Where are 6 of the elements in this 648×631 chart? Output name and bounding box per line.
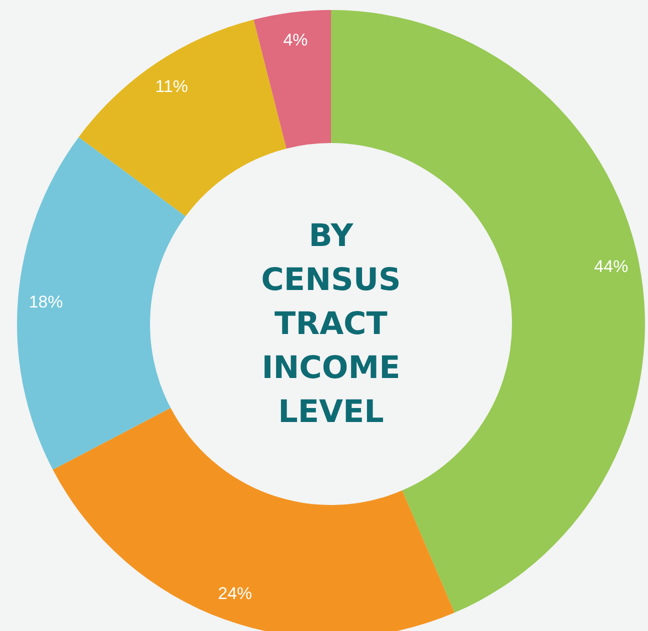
- data-label: 24%: [218, 584, 252, 603]
- data-label: 18%: [28, 292, 63, 312]
- text: BY CENSUS TRACT INCOME LEVEL: [261, 217, 401, 432]
- data-label: 4%: [283, 30, 308, 50]
- data-label: 44%: [594, 257, 628, 276]
- data-label: 11%: [155, 77, 188, 96]
